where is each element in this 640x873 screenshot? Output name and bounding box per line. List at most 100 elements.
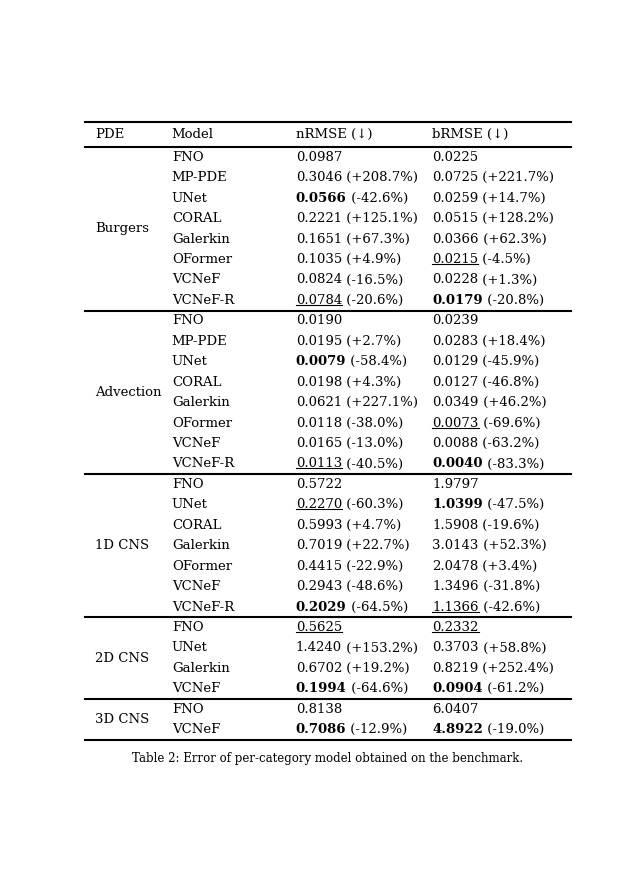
Text: (+252.4%): (+252.4%) (479, 662, 554, 675)
Text: 0.1994: 0.1994 (296, 683, 347, 696)
Text: (+19.2%): (+19.2%) (342, 662, 410, 675)
Text: (-60.3%): (-60.3%) (342, 498, 403, 512)
Text: UNet: UNet (172, 498, 207, 512)
Text: 0.0366: 0.0366 (432, 232, 479, 245)
Text: 0.0987: 0.0987 (296, 151, 342, 164)
Text: 0.0127: 0.0127 (432, 375, 479, 388)
Text: 0.4415: 0.4415 (296, 560, 342, 573)
Text: (-47.5%): (-47.5%) (483, 498, 544, 512)
Text: 0.6702: 0.6702 (296, 662, 342, 675)
Text: (+1.3%): (+1.3%) (478, 273, 538, 286)
Text: CORAL: CORAL (172, 375, 221, 388)
Text: VCNeF-R: VCNeF-R (172, 457, 234, 471)
Text: VCNeF: VCNeF (172, 683, 220, 696)
Text: VCNeF-R: VCNeF-R (172, 294, 234, 307)
Text: CORAL: CORAL (172, 519, 221, 532)
Text: (+46.2%): (+46.2%) (479, 396, 546, 409)
Text: UNet: UNet (172, 355, 207, 368)
Text: 0.8138: 0.8138 (296, 703, 342, 716)
Text: (+18.4%): (+18.4%) (479, 335, 546, 347)
Text: 0.1651: 0.1651 (296, 232, 342, 245)
Text: (-64.5%): (-64.5%) (346, 601, 408, 614)
Text: Galerkin: Galerkin (172, 232, 230, 245)
Text: OFormer: OFormer (172, 560, 232, 573)
Text: (-83.3%): (-83.3%) (483, 457, 544, 471)
Text: (-63.2%): (-63.2%) (478, 437, 540, 450)
Text: MP-PDE: MP-PDE (172, 171, 227, 184)
Text: (-38.0%): (-38.0%) (342, 416, 403, 430)
Text: 0.0215: 0.0215 (432, 253, 478, 266)
Text: 0.2943: 0.2943 (296, 581, 342, 593)
Text: VCNeF: VCNeF (172, 581, 220, 593)
Text: (-19.6%): (-19.6%) (479, 519, 540, 532)
Text: PDE: PDE (95, 127, 124, 141)
Text: (-22.9%): (-22.9%) (342, 560, 403, 573)
Text: 0.2332: 0.2332 (432, 621, 479, 634)
Text: (-42.6%): (-42.6%) (479, 601, 540, 614)
Text: 0.0073: 0.0073 (432, 416, 479, 430)
Text: 0.0515: 0.0515 (432, 212, 478, 225)
Text: 0.0283: 0.0283 (432, 335, 479, 347)
Text: (+125.1%): (+125.1%) (342, 212, 418, 225)
Text: (+227.1%): (+227.1%) (342, 396, 418, 409)
Text: (-12.9%): (-12.9%) (346, 723, 408, 736)
Text: nRMSE (↓): nRMSE (↓) (296, 127, 372, 141)
Text: 0.2270: 0.2270 (296, 498, 342, 512)
Text: UNet: UNet (172, 642, 207, 655)
Text: 0.0239: 0.0239 (432, 314, 479, 327)
Text: 0.0190: 0.0190 (296, 314, 342, 327)
Text: (-58.4%): (-58.4%) (346, 355, 408, 368)
Text: Table 2: Error of per-category model obtained on the benchmark.: Table 2: Error of per-category model obt… (132, 752, 524, 765)
Text: 1.5908: 1.5908 (432, 519, 479, 532)
Text: (+153.2%): (+153.2%) (342, 642, 418, 655)
Text: 1.1366: 1.1366 (432, 601, 479, 614)
Text: 0.0129: 0.0129 (432, 355, 479, 368)
Text: 0.7086: 0.7086 (296, 723, 346, 736)
Text: 1.3496: 1.3496 (432, 581, 479, 593)
Text: 0.2221: 0.2221 (296, 212, 342, 225)
Text: (-48.6%): (-48.6%) (342, 581, 403, 593)
Text: (+4.9%): (+4.9%) (342, 253, 401, 266)
Text: Advection: Advection (95, 386, 161, 399)
Text: 3D CNS: 3D CNS (95, 713, 149, 726)
Text: (-46.8%): (-46.8%) (479, 375, 540, 388)
Text: 1.0399: 1.0399 (432, 498, 483, 512)
Text: Galerkin: Galerkin (172, 540, 230, 553)
Text: 0.0725: 0.0725 (432, 171, 479, 184)
Text: bRMSE (↓): bRMSE (↓) (432, 127, 509, 141)
Text: 0.0088: 0.0088 (432, 437, 478, 450)
Text: (+2.7%): (+2.7%) (342, 335, 401, 347)
Text: 4.8922: 4.8922 (432, 723, 483, 736)
Text: Galerkin: Galerkin (172, 662, 230, 675)
Text: Model: Model (172, 127, 214, 141)
Text: (+67.3%): (+67.3%) (342, 232, 410, 245)
Text: FNO: FNO (172, 478, 204, 491)
Text: FNO: FNO (172, 314, 204, 327)
Text: 0.0165: 0.0165 (296, 437, 342, 450)
Text: (-20.6%): (-20.6%) (342, 294, 403, 307)
Text: 0.0225: 0.0225 (432, 151, 478, 164)
Text: 0.0621: 0.0621 (296, 396, 342, 409)
Text: 2.0478: 2.0478 (432, 560, 479, 573)
Text: (+208.7%): (+208.7%) (342, 171, 418, 184)
Text: 1.4240: 1.4240 (296, 642, 342, 655)
Text: 0.0824: 0.0824 (296, 273, 342, 286)
Text: (+4.3%): (+4.3%) (342, 375, 401, 388)
Text: 0.0198: 0.0198 (296, 375, 342, 388)
Text: (+62.3%): (+62.3%) (479, 232, 547, 245)
Text: (-42.6%): (-42.6%) (346, 192, 408, 205)
Text: 1.9797: 1.9797 (432, 478, 479, 491)
Text: CORAL: CORAL (172, 212, 221, 225)
Text: 0.0118: 0.0118 (296, 416, 342, 430)
Text: UNet: UNet (172, 192, 207, 205)
Text: 0.5993: 0.5993 (296, 519, 342, 532)
Text: (-4.5%): (-4.5%) (478, 253, 531, 266)
Text: 0.0228: 0.0228 (432, 273, 478, 286)
Text: (-40.5%): (-40.5%) (342, 457, 403, 471)
Text: 0.5722: 0.5722 (296, 478, 342, 491)
Text: (-31.8%): (-31.8%) (479, 581, 540, 593)
Text: 0.0179: 0.0179 (432, 294, 483, 307)
Text: FNO: FNO (172, 703, 204, 716)
Text: 0.3046: 0.3046 (296, 171, 342, 184)
Text: 2D CNS: 2D CNS (95, 652, 149, 664)
